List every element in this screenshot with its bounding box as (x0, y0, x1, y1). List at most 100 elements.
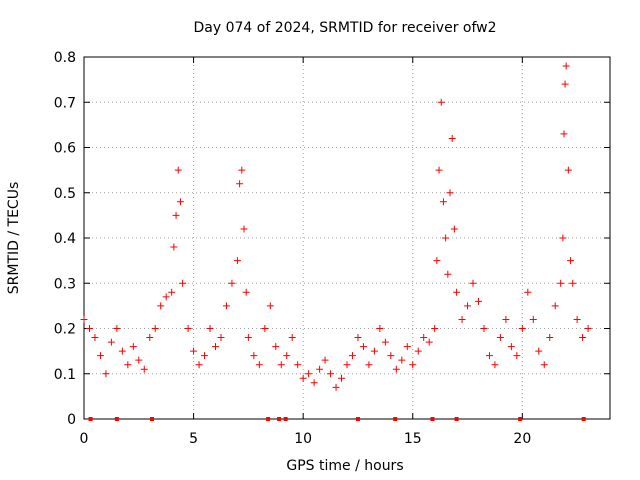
data-point (80, 315, 88, 323)
data-point (435, 166, 443, 174)
data-point (118, 347, 126, 355)
data-point (573, 315, 581, 323)
data-point (305, 370, 313, 378)
data-point (338, 374, 346, 382)
data-point (579, 334, 587, 342)
data-point (250, 352, 258, 360)
baseline-marker (283, 417, 288, 421)
data-point (195, 361, 203, 369)
y-tick-label: 0.6 (54, 141, 76, 157)
chart-title: Day 074 of 2024, SRMTID for receiver ofw… (193, 20, 496, 36)
data-point (151, 325, 159, 332)
y-tick-label: 0.1 (54, 367, 76, 383)
data-point (332, 383, 340, 391)
data-point (113, 325, 121, 332)
data-point (535, 347, 543, 355)
baseline-marker (454, 417, 459, 421)
x-tick-label: 15 (404, 431, 422, 447)
data-point (170, 243, 178, 251)
data-point (327, 370, 335, 378)
data-point (365, 361, 373, 369)
data-point (450, 225, 458, 233)
data-point (414, 347, 422, 355)
y-tick-label: 0.4 (54, 231, 76, 247)
data-point (107, 338, 115, 346)
data-point (453, 288, 461, 296)
data-point (146, 334, 154, 342)
axis-ticks: 0 0.1 0.2 0.3 0.4 0.5 0.6 0.7 0.8 0 5 10 15 20 (54, 50, 610, 447)
data-points (80, 62, 592, 391)
data-point (135, 356, 143, 364)
data-point (85, 325, 93, 332)
baseline-marker (355, 417, 360, 421)
y-tick-label: 0.3 (54, 276, 76, 292)
data-point (557, 279, 565, 287)
data-point (277, 361, 285, 369)
baseline-marker (581, 417, 586, 421)
data-point (255, 361, 263, 369)
data-point (444, 270, 452, 278)
data-point (502, 315, 510, 323)
y-tick-label: 0.7 (54, 95, 76, 111)
data-point (168, 288, 176, 296)
data-point (206, 325, 214, 332)
x-axis-label: GPS time / hours (286, 458, 403, 474)
data-point (569, 279, 577, 287)
data-point (480, 325, 488, 332)
data-point (420, 334, 428, 342)
baseline-markers (88, 417, 586, 421)
data-point (233, 257, 241, 265)
baseline-marker (266, 417, 271, 421)
data-point (236, 180, 244, 188)
data-point (425, 338, 433, 346)
data-point (316, 365, 324, 373)
y-tick-label: 0 (67, 412, 76, 428)
data-point (272, 343, 280, 351)
data-point (559, 234, 567, 242)
data-point (464, 302, 472, 310)
baseline-marker (277, 417, 282, 421)
y-axis-label: SRMTID / TECUs (6, 182, 22, 295)
data-point (448, 134, 456, 142)
data-point (560, 130, 568, 138)
x-tick-label: 5 (189, 431, 198, 447)
data-point (439, 198, 447, 206)
data-point (190, 347, 198, 355)
data-point (321, 356, 329, 364)
data-point (242, 288, 250, 296)
data-point (475, 297, 482, 305)
baseline-marker (393, 417, 398, 421)
data-point (403, 343, 411, 351)
data-point (524, 288, 532, 296)
data-point (507, 343, 515, 351)
data-point (387, 352, 395, 360)
grid-lines (84, 57, 610, 419)
data-point (513, 352, 521, 360)
data-point (567, 257, 575, 265)
data-point (244, 334, 252, 342)
data-point (179, 279, 187, 287)
data-point (584, 325, 592, 332)
x-tick-label: 10 (294, 431, 312, 447)
data-point (518, 325, 526, 332)
data-point (217, 334, 225, 342)
baseline-marker (518, 417, 523, 421)
data-point (409, 361, 417, 369)
data-point (370, 347, 378, 355)
data-point (343, 361, 351, 369)
data-point (551, 302, 559, 310)
data-point (240, 225, 248, 233)
data-point (540, 361, 548, 369)
data-point (129, 343, 137, 351)
data-point (354, 334, 362, 342)
data-point (172, 211, 180, 219)
data-point (228, 279, 236, 287)
data-point (562, 62, 570, 70)
data-point (261, 325, 269, 332)
data-point (437, 98, 445, 106)
baseline-marker (88, 417, 93, 421)
data-point (485, 352, 493, 360)
data-point (491, 361, 499, 369)
data-point (381, 338, 389, 346)
